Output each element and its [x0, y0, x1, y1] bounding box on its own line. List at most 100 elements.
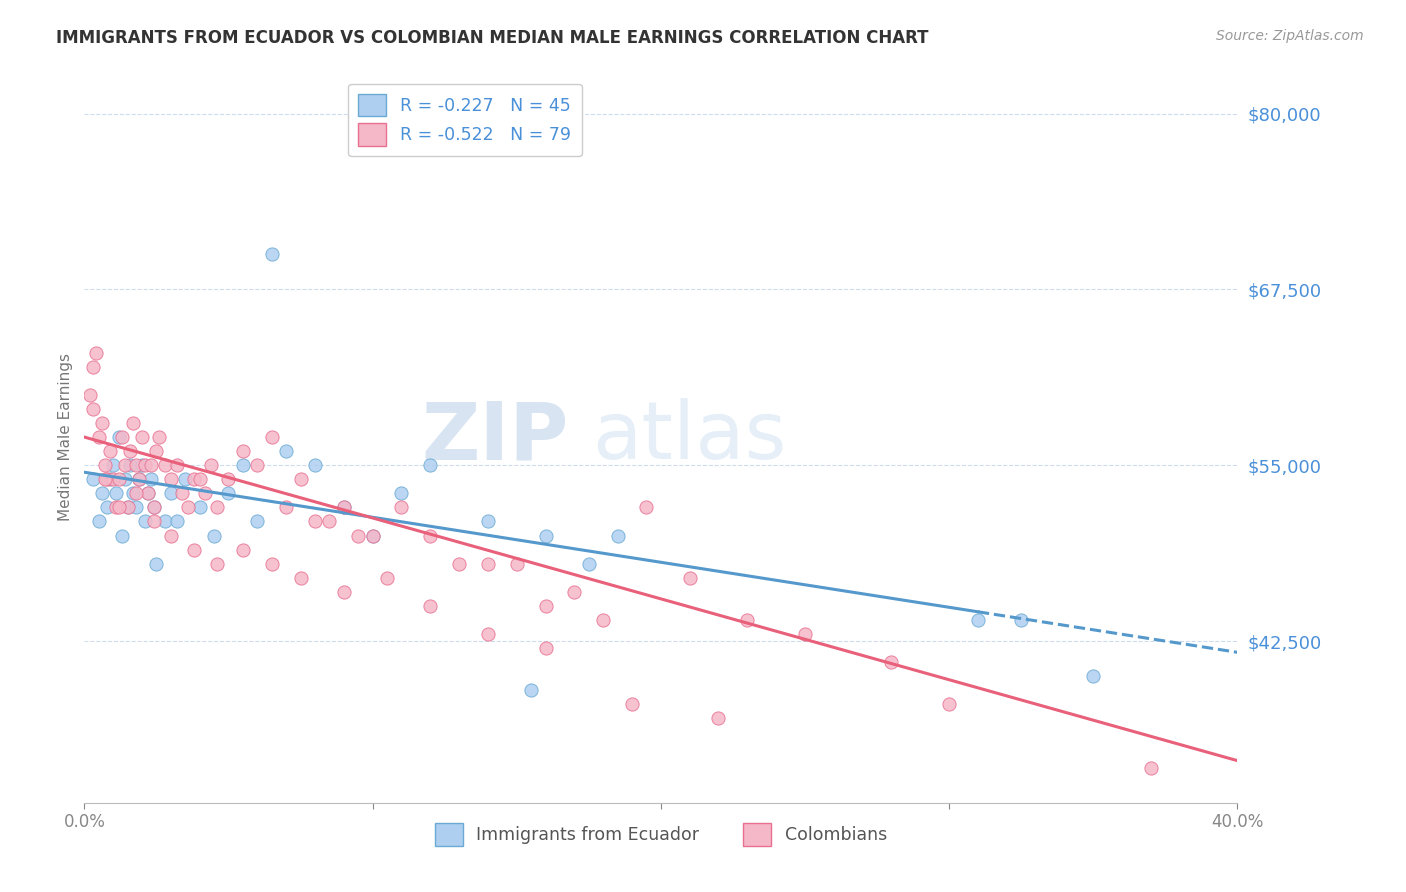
Point	[333, 500, 356, 515]
Point	[361, 528, 384, 542]
Point	[290, 571, 312, 585]
Point	[232, 542, 254, 557]
Point	[606, 528, 628, 542]
Point	[938, 698, 960, 712]
Point	[79, 388, 101, 402]
Point	[419, 528, 441, 542]
Point	[111, 430, 134, 444]
Point	[114, 458, 136, 473]
Point	[880, 655, 903, 669]
Point	[93, 472, 115, 486]
Point	[174, 472, 197, 486]
Point	[246, 515, 269, 529]
Point	[794, 627, 817, 641]
Point	[183, 472, 205, 486]
Point	[136, 486, 159, 500]
Point	[128, 472, 150, 486]
Point	[139, 458, 162, 473]
Point	[98, 472, 121, 486]
Point	[142, 500, 165, 515]
Point	[1010, 613, 1032, 627]
Text: Source: ZipAtlas.com: Source: ZipAtlas.com	[1216, 29, 1364, 44]
Point	[276, 500, 298, 515]
Point	[145, 557, 167, 571]
Point	[117, 500, 139, 515]
Point	[87, 515, 110, 529]
Point	[166, 458, 188, 473]
Point	[117, 500, 139, 515]
Point	[1083, 669, 1105, 683]
Point	[304, 515, 326, 529]
Point	[125, 500, 148, 515]
Point	[290, 472, 312, 486]
Point	[232, 444, 254, 458]
Point	[82, 359, 104, 374]
Point	[260, 430, 283, 444]
Point	[333, 584, 356, 599]
Point	[276, 444, 298, 458]
Point	[520, 683, 543, 698]
Point	[108, 500, 131, 515]
Point	[120, 444, 142, 458]
Point	[96, 500, 118, 515]
Point	[506, 557, 529, 571]
Point	[96, 472, 118, 486]
Point	[166, 515, 188, 529]
Point	[304, 458, 326, 473]
Point	[145, 444, 167, 458]
Point	[318, 515, 340, 529]
Point	[260, 247, 283, 261]
Point	[1140, 761, 1163, 775]
Point	[246, 458, 269, 473]
Point	[194, 486, 217, 500]
Point	[125, 458, 148, 473]
Point	[477, 627, 499, 641]
Point	[218, 486, 240, 500]
Point	[188, 500, 211, 515]
Point	[108, 472, 131, 486]
Point	[347, 528, 370, 542]
Point	[564, 584, 586, 599]
Point	[375, 571, 398, 585]
Point	[84, 345, 107, 359]
Point	[103, 472, 124, 486]
Point	[148, 430, 170, 444]
Point	[122, 486, 145, 500]
Point	[131, 458, 153, 473]
Point	[188, 472, 211, 486]
Point	[477, 557, 499, 571]
Point	[183, 542, 205, 557]
Point	[105, 486, 128, 500]
Point	[120, 458, 142, 473]
Point	[125, 486, 148, 500]
Point	[172, 486, 194, 500]
Point	[136, 486, 159, 500]
Point	[134, 458, 156, 473]
Point	[679, 571, 702, 585]
Point	[333, 500, 356, 515]
Point	[260, 557, 283, 571]
Point	[218, 472, 240, 486]
Text: atlas: atlas	[592, 398, 786, 476]
Point	[361, 528, 384, 542]
Point	[534, 528, 557, 542]
Point	[87, 430, 110, 444]
Point	[153, 515, 176, 529]
Point	[592, 613, 614, 627]
Point	[160, 528, 183, 542]
Point	[707, 711, 730, 725]
Point	[105, 500, 128, 515]
Point	[160, 486, 183, 500]
Y-axis label: Median Male Earnings: Median Male Earnings	[58, 353, 73, 521]
Point	[449, 557, 471, 571]
Point	[111, 528, 134, 542]
Point	[122, 416, 145, 430]
Point	[142, 500, 165, 515]
Text: IMMIGRANTS FROM ECUADOR VS COLOMBIAN MEDIAN MALE EARNINGS CORRELATION CHART: IMMIGRANTS FROM ECUADOR VS COLOMBIAN MED…	[56, 29, 929, 47]
Point	[82, 472, 104, 486]
Point	[108, 430, 131, 444]
Text: ZIP: ZIP	[422, 398, 568, 476]
Point	[391, 500, 413, 515]
Point	[200, 458, 222, 473]
Point	[967, 613, 990, 627]
